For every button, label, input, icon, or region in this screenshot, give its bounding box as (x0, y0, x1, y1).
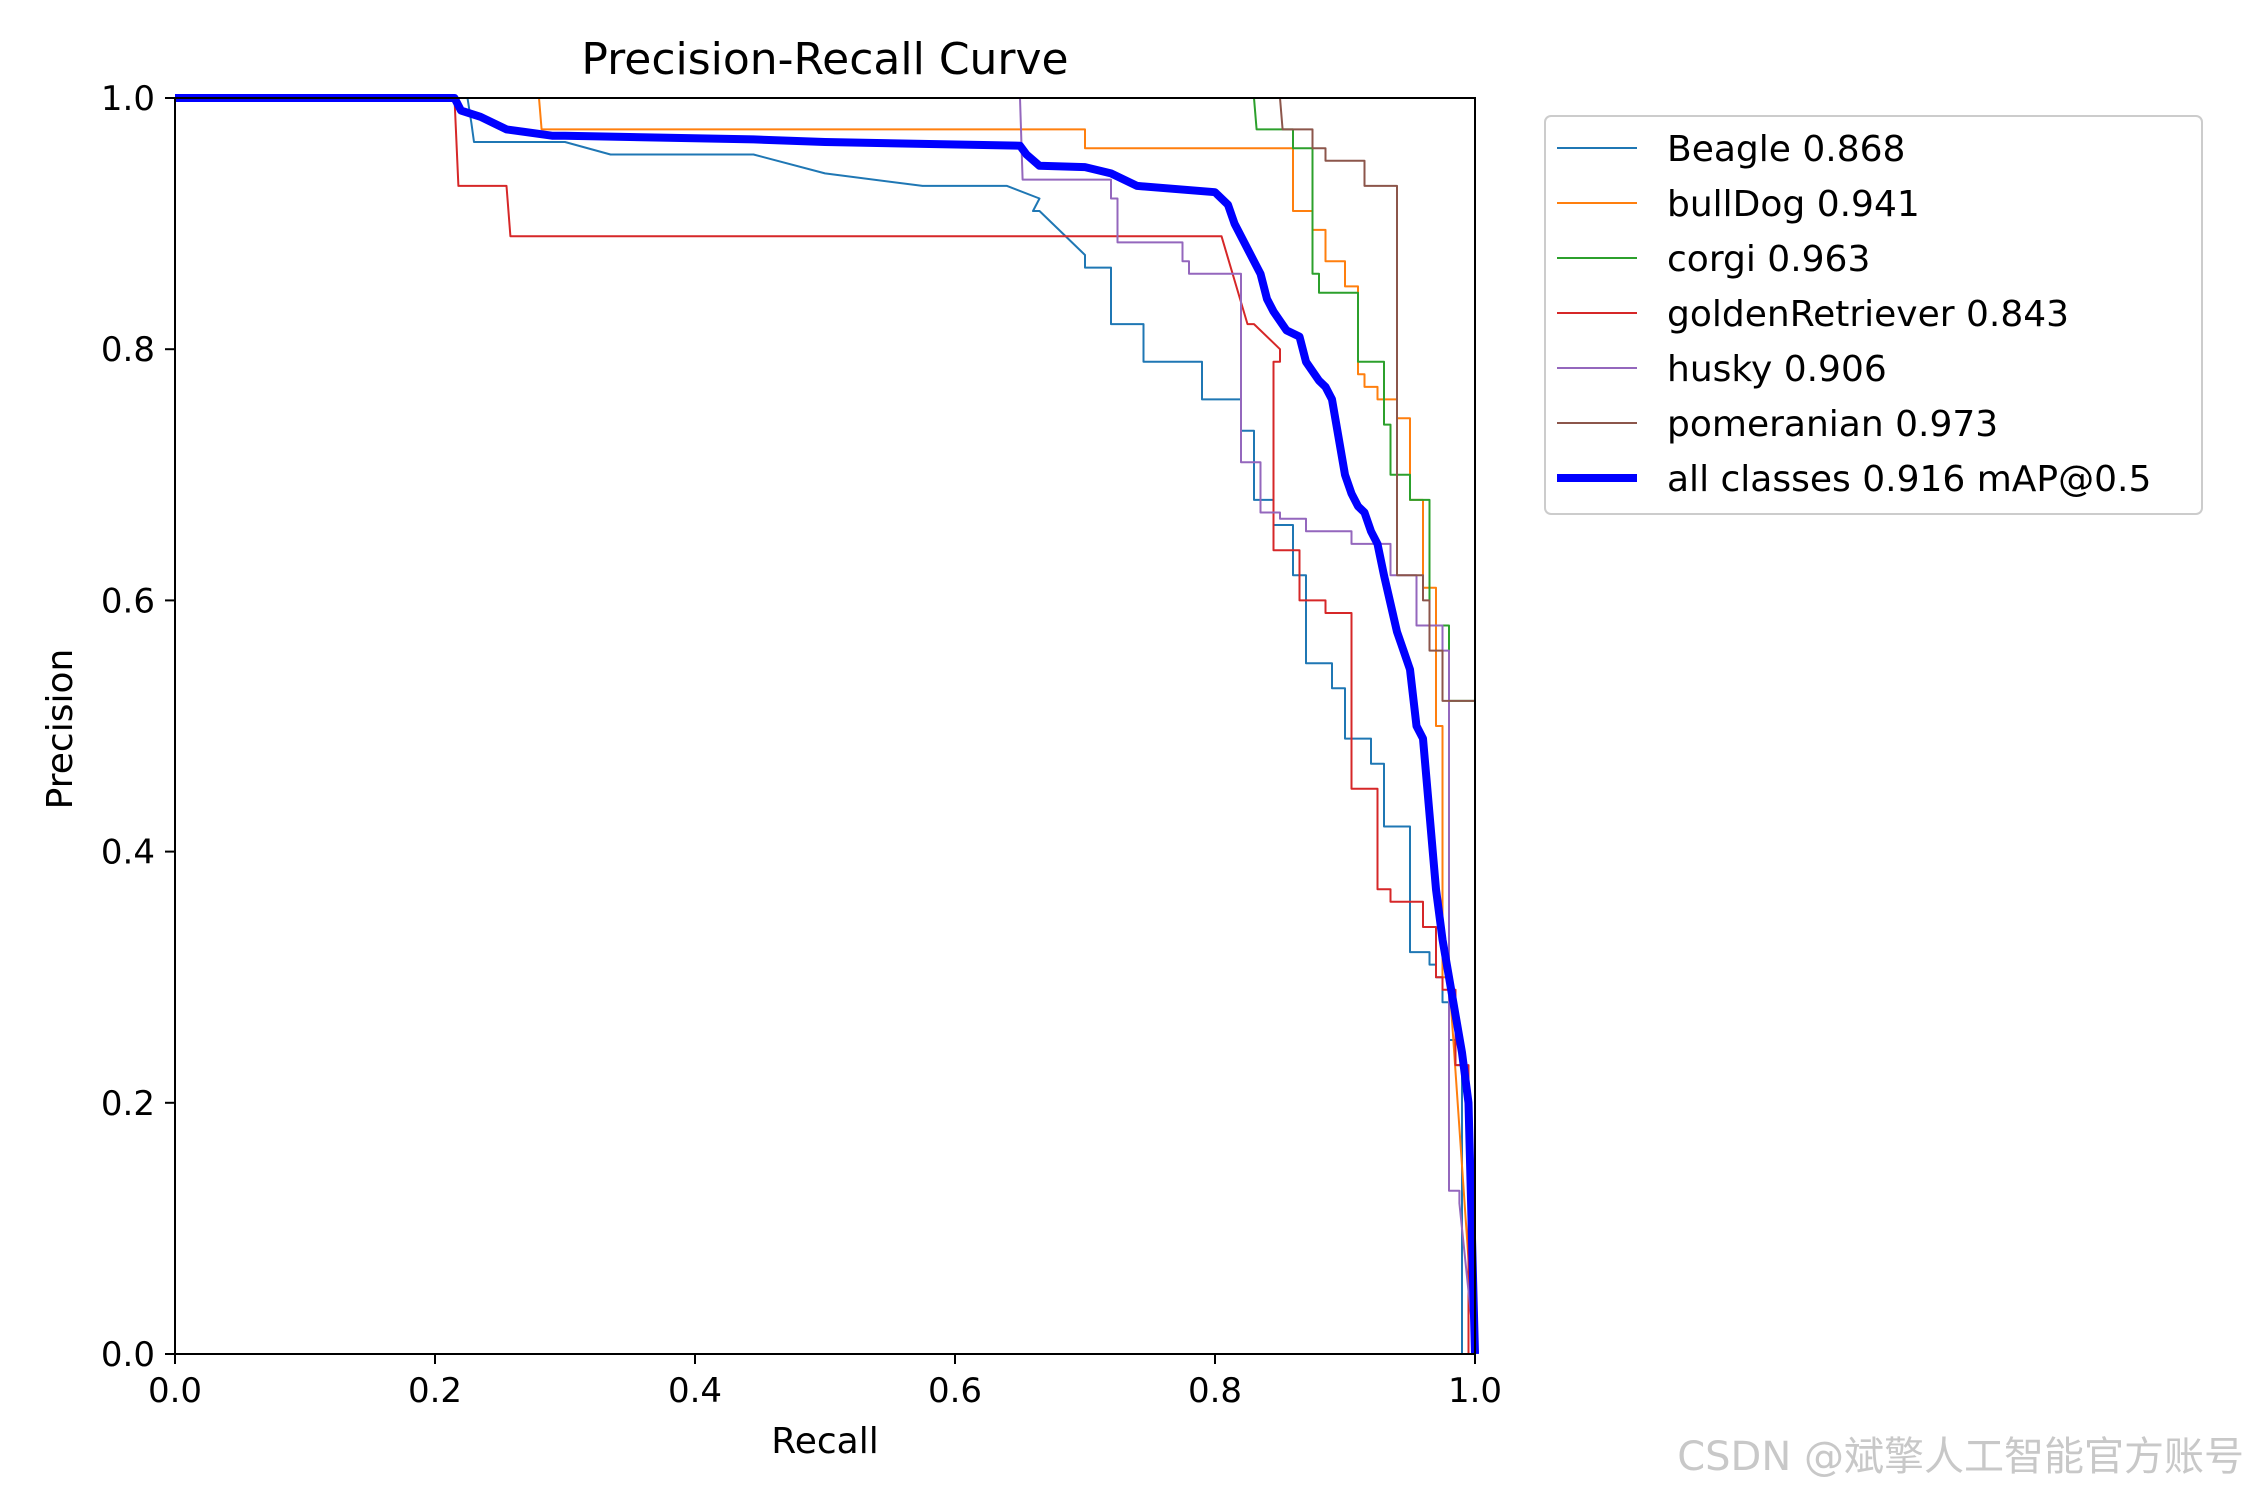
series-line-goldenretriever (175, 97, 1475, 1355)
y-tick-label: 0.2 (101, 1084, 155, 1124)
x-axis-label: Recall (771, 1421, 878, 1462)
x-tick-label: 0.8 (1188, 1371, 1242, 1411)
x-tick-label: 0.2 (408, 1371, 462, 1411)
axis-ticks: 0.0 0.2 0.4 0.6 0.8 1.0 0.0 0.2 0.4 0.6 0.8 1.0 (101, 79, 1502, 1411)
series-line-bulldog (175, 97, 1476, 1355)
legend-label-pomeranian: pomeranian 0.973 (1667, 404, 1998, 445)
x-tick-label: 0.4 (668, 1371, 722, 1411)
chart-title: Precision-Recall Curve (581, 34, 1068, 85)
legend-label-corgi: corgi 0.963 (1667, 239, 1870, 280)
legend-label-husky: husky 0.906 (1667, 349, 1887, 390)
legend-label-goldenretriever: goldenRetriever 0.843 (1667, 294, 2069, 335)
watermark: CSDN @斌擎人工智能官方账号 (1677, 1434, 2244, 1480)
y-tick-label: 0.4 (101, 833, 155, 873)
y-tick-label: 0.8 (101, 330, 155, 370)
y-tick-label: 0.0 (101, 1335, 155, 1375)
legend-label-all-classes: all classes 0.916 mAP@0.5 (1667, 459, 2151, 500)
legend-label-bulldog: bullDog 0.941 (1667, 184, 1920, 225)
plot-frame (174, 97, 1476, 1355)
legend: Beagle 0.868 bullDog 0.941 corgi 0.963 gold… (1544, 115, 2203, 515)
x-tick-label: 0.0 (148, 1371, 202, 1411)
plot-lines (175, 94, 1479, 1355)
series-line-pomeranian (175, 97, 1476, 1354)
legend-label-beagle: Beagle 0.868 (1667, 129, 1905, 170)
legend-box (1544, 115, 2203, 515)
series-line-all-classes (175, 94, 1479, 1355)
y-axis-label: Precision (40, 649, 81, 810)
x-tick-label: 0.6 (928, 1371, 982, 1411)
x-tick-label: 1.0 (1448, 1371, 1502, 1411)
y-tick-label: 0.6 (101, 581, 155, 621)
y-tick-label: 1.0 (101, 79, 155, 119)
series-line-husky (175, 97, 1476, 1355)
